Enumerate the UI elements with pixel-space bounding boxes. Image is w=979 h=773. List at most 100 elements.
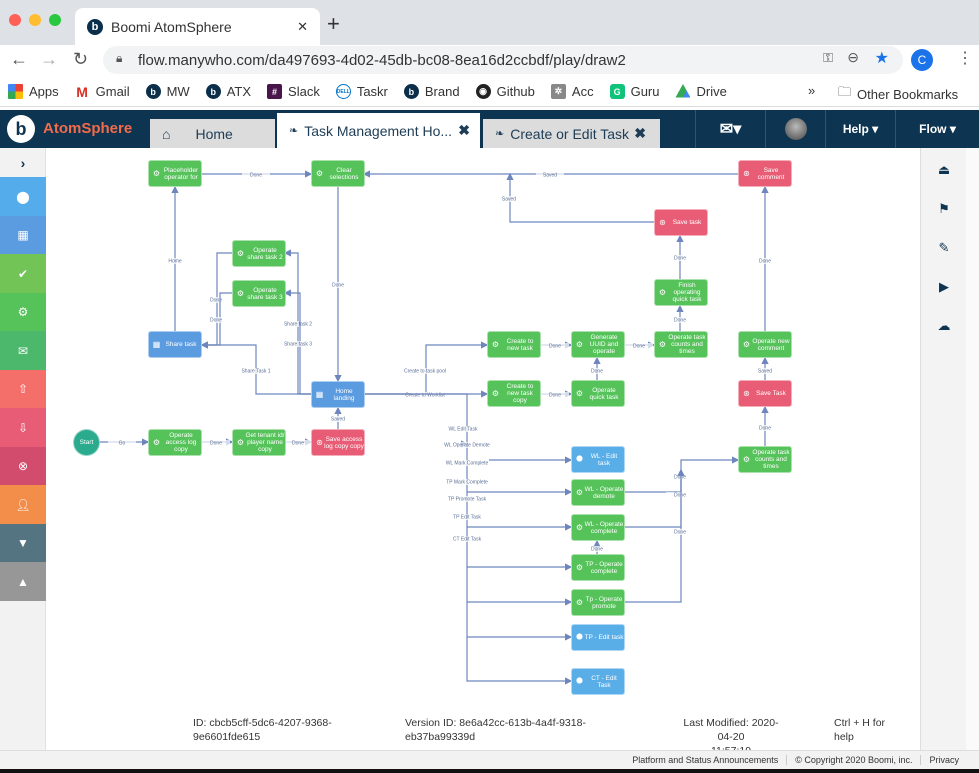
flow-node-counts1[interactable]: ⚙ Operate task counts and times [654,331,708,358]
flow-node-quick[interactable]: ⚙ Operate quick task [571,380,625,407]
palette-upload-circle-button[interactable]: ⇧ [0,369,46,409]
address-bar[interactable]: 🔒︎ flow.manywho.com/da497693-4d02-45db-b… [103,46,903,74]
flow-node-savecomment[interactable]: ⊛ Save comment [738,160,792,187]
bookmark-star-icon[interactable]: ★ [874,50,889,67]
flow-edge[interactable] [364,341,489,395]
announcements-link[interactable]: Platform and Status Announcements [632,755,779,765]
flow-edge[interactable] [200,292,232,349]
more-bookmarks-button[interactable]: » [808,83,816,98]
expand-palette-button[interactable]: › [20,154,26,171]
flow-node-tpedit[interactable]: ⬤ TP - Edit task [571,624,625,651]
flow-node-tpcomplete[interactable]: ⚙ TP - Operate complete [571,554,625,581]
flow-menu-button[interactable]: Flow ▾ [895,110,979,148]
palette-envelope-button[interactable]: ✉ [0,331,46,370]
palette-caret-down-button[interactable]: ▼ [0,523,46,563]
flow-node-counts2[interactable]: ⚙ Operate task counts and times [738,446,792,473]
bookmark-apps[interactable]: Apps [8,84,59,99]
minimize-window-button[interactable] [29,14,41,26]
left-palette: › ⬤ ▦ ✔ ⚙ ✉ ⇧ ⇩ ⊗ 👤︎ ▼ ▲ [0,148,46,750]
flow-node-share3[interactable]: ⚙ Operate share task 3 [232,280,286,307]
flow-node-placeholder[interactable]: ⚙ Placeholder operator for [148,160,202,187]
bookmark-gmail[interactable]: M Gmail [75,84,129,100]
close-tab-icon[interactable]: ✕ [297,18,308,34]
palette-grid-button[interactable]: ▦ [0,215,46,255]
flow-node-home[interactable]: ▦ Home landing [311,381,365,408]
flow-edge[interactable] [624,468,685,528]
close-window-button[interactable] [9,14,21,26]
flow-edge[interactable] [506,172,654,223]
user-avatar-button[interactable] [765,110,825,148]
flow-node-generate[interactable]: ⚙ Generate UUID and operate [571,331,625,358]
browser-tab[interactable]: b Boomi AtomSphere ✕ [75,8,320,45]
flow-node-savetask2[interactable]: ⊛ Save Task [738,380,792,407]
flow-node-createcopy[interactable]: ⚙ Create to new task copy [487,380,541,407]
flow-edge[interactable] [624,468,685,603]
other-bookmarks[interactable]: 🗀 Other Bookmarks [838,83,958,105]
palette-download-circle-button[interactable]: ⇩ [0,408,46,447]
stamp-icon[interactable]: ⏏ [937,162,951,177]
forward-button[interactable]: → [40,49,58,69]
menu-kebab-icon[interactable]: ⋮ [957,50,973,67]
map-marker-icon: ⬤ [576,456,583,462]
bookmark-brand[interactable]: b Brand [403,84,460,99]
flow-edge[interactable] [364,393,573,685]
bookmark-acc[interactable]: ✲ Acc [550,84,594,99]
flow-node-savetask[interactable]: ⊛ Save task [654,209,708,236]
palette-gear-button[interactable]: ⚙ [0,292,46,332]
flow-node-createnew[interactable]: ⚙ Create to new task [487,331,541,358]
palette-check-button[interactable]: ✔ [0,254,46,293]
bookmark-github[interactable]: ◉ Github [475,84,535,99]
palette-close-circle-button[interactable]: ⊗ [0,446,46,486]
flow-node-wlcomplete[interactable]: ⚙ WL - Operate complete [571,514,625,541]
close-tab-icon[interactable]: ✖ [634,125,646,141]
gear-icon: ⚙ [315,169,324,178]
flow-node-wledit[interactable]: ⬤ WL - Edit task [571,446,625,473]
palette-map-marker-button[interactable]: ⬤ [0,177,46,216]
flow-node-start[interactable]: Start [73,429,100,456]
tab-create-or-edit-task[interactable]: ❧ Create or Edit Task ✖ [483,119,660,148]
flow-edge[interactable] [283,289,311,395]
play-icon[interactable]: ▶ [939,279,949,294]
reload-button[interactable]: ↻ [73,49,89,69]
flow-edge[interactable] [624,456,740,493]
flow-node-tppromote[interactable]: ⚙ Tp - Operate promote [571,589,625,616]
help-menu-button[interactable]: Help ▾ [825,110,895,148]
bookmark-label: Slack [288,84,320,99]
bookmark-atx[interactable]: b ATX [205,84,251,99]
bookmark-slack[interactable]: # Slack [267,84,320,99]
flow-edge[interactable] [200,252,232,349]
privacy-link[interactable]: Privacy [920,755,967,765]
flow-node-sharetask[interactable]: ▦ Share task [148,331,202,358]
new-tab-button[interactable]: + [327,11,340,36]
flag-icon[interactable]: ⚑ [938,201,950,216]
flow-node-newcomment[interactable]: ⚙ Operate new comment [738,331,792,358]
cloud-upload-icon[interactable]: ☁ [937,318,951,333]
palette-user-button[interactable]: 👤︎ [0,485,46,524]
flow-node-ctedit[interactable]: ⬤ CT - Edit Task [571,668,625,695]
bookmark-drive[interactable]: Drive [675,84,727,99]
close-tab-icon[interactable]: ✖ [458,122,470,138]
zoom-icon[interactable]: ⊖ [847,49,859,65]
flow-node-clear[interactable]: ⚙ Clear selections [311,160,365,187]
flow-node-gettenant[interactable]: ⚙ Get tenant id/ player name copy [232,429,286,456]
flow-node-saveaccess[interactable]: ⊛ Save access log copy copy [311,429,365,456]
pencil-icon[interactable]: ✎ [938,240,950,255]
flow-node-finish[interactable]: ⚙ Finish operating quick task [654,279,708,306]
bookmark-guru[interactable]: G Guru [609,84,659,99]
key-icon[interactable]: ⚿ [823,50,833,65]
notifications-button[interactable]: ✉▾ [695,110,765,148]
bookmark-taskr[interactable]: DELL Taskr [335,84,388,99]
back-button[interactable]: ← [10,49,28,69]
flow-edge[interactable] [283,249,311,395]
maximize-window-button[interactable] [49,14,61,26]
node-label: Start [79,439,94,446]
tab-task-management[interactable]: ❧ Task Management Ho... ✖ [277,113,480,148]
flow-node-share2[interactable]: ⚙ Operate share task 2 [232,240,286,267]
profile-avatar[interactable]: C [911,49,933,71]
flow-node-opaccess[interactable]: ⚙ Operate access log copy [148,429,202,456]
bookmark-mw[interactable]: b MW [145,84,190,99]
tab-home[interactable]: ⌂ Home [150,119,275,148]
flow-edge[interactable] [200,341,311,395]
flow-node-wldemote[interactable]: ⚙ WL - Operate demote [571,479,625,506]
palette-caret-up-button[interactable]: ▲ [0,562,46,601]
